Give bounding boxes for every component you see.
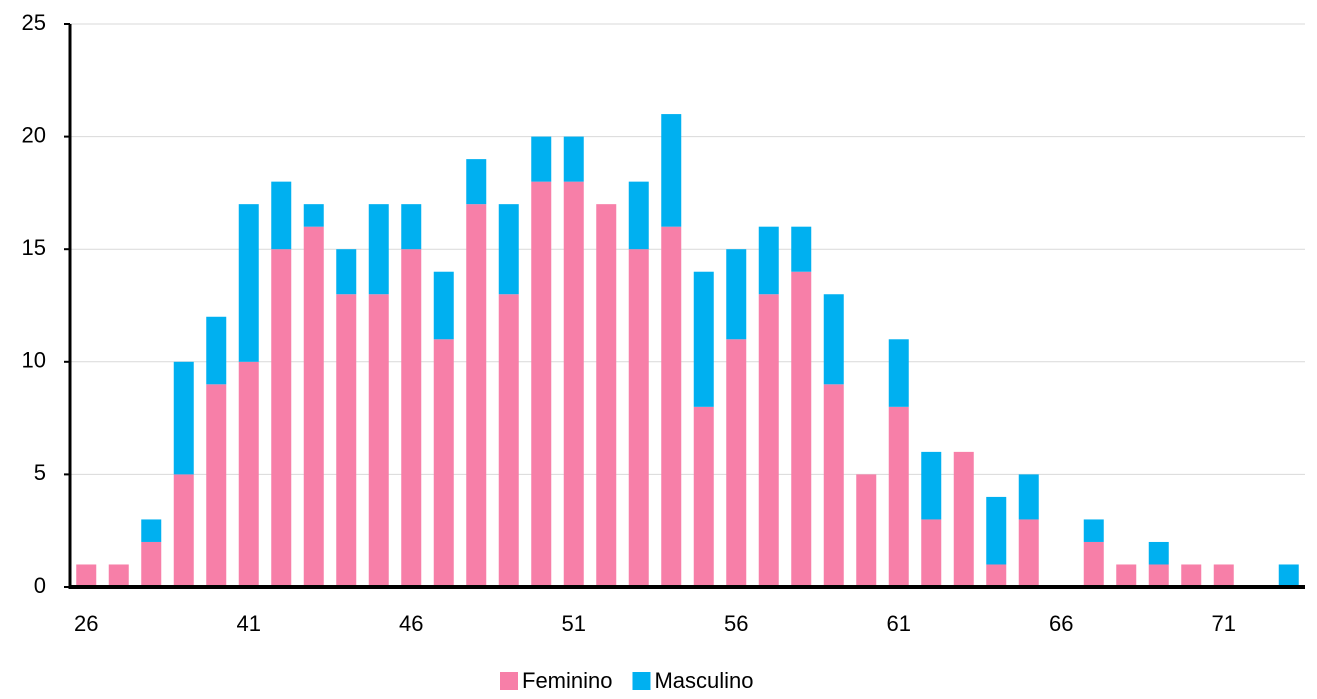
bar-segment [563,136,584,182]
bar-segment [531,136,552,182]
bar-segment [401,249,422,587]
bar-segment [758,226,779,295]
bar-segment [1018,474,1039,520]
bar-segment [1083,519,1104,542]
bar-segment [563,181,584,587]
bar-segment [531,181,552,587]
bar-segment [173,361,194,475]
x-tick-label: 51 [562,611,586,636]
bar-segment [921,451,942,520]
bar-segment [726,249,747,340]
y-tick-label: 20 [22,122,46,147]
bar-segment [1213,564,1234,587]
x-tick-label: 41 [237,611,261,636]
bar-segment [661,114,682,227]
x-tick-label: 66 [1049,611,1073,636]
bar-segment [303,204,324,227]
bar-segment [498,204,519,295]
y-tick-label: 0 [34,573,46,598]
bar-segment [206,384,227,587]
bar-segment [498,294,519,587]
x-tick-label: 26 [74,611,98,636]
bar-segment [1083,541,1104,587]
bar-segment [888,339,909,407]
y-tick-label: 25 [22,10,46,35]
bar-segment [238,204,259,362]
bar-segment [173,474,194,587]
x-tick-label: 46 [399,611,423,636]
bar-segment [141,519,162,542]
bar-segment [336,294,357,587]
bar-segment [628,181,649,250]
bar-segment [1148,541,1169,565]
bar-segment [466,204,487,587]
bar-segment [823,294,844,385]
bar-segment [693,271,714,407]
bar-segment [1148,564,1169,587]
bar-segment [401,204,422,250]
bar-segment [1116,564,1137,587]
bar-segment [271,249,292,587]
bar-segment [1181,564,1202,587]
bar-segment [596,204,617,587]
bar-segment [823,384,844,587]
y-tick-label: 15 [22,235,46,260]
x-tick-label: 71 [1212,611,1236,636]
x-tick-label: 56 [724,611,748,636]
bar-segment [986,496,1007,565]
bar-segment [693,406,714,587]
bar-segment [141,541,162,587]
bar-segment [1018,519,1039,587]
legend-label: Masculino [654,668,753,693]
bar-segment [433,339,454,587]
bar-segment [758,294,779,587]
bar-segment [108,564,129,587]
bar-segment [271,181,292,250]
bar-segment [206,316,227,385]
x-tick-label: 61 [887,611,911,636]
bar-segment [921,519,942,587]
legend-label: Feminino [522,668,612,693]
bar-segment [661,226,682,587]
legend-swatch [500,672,518,690]
bar-segment [726,339,747,587]
bar-segment [628,249,649,587]
bar-segment [238,361,259,587]
y-tick-label: 10 [22,348,46,373]
bar-segment [368,294,389,587]
bar-segment [336,249,357,295]
bar-segment [368,204,389,295]
bar-segment [791,271,812,587]
bar-segment [466,159,487,205]
bar-segment [856,474,877,587]
bar-segment [791,226,812,272]
bar-segment [76,564,97,587]
bar-segment [888,406,909,587]
bar-segment [1278,564,1299,587]
bar-segment [953,451,974,587]
y-tick-label: 5 [34,460,46,485]
legend-swatch [632,672,651,690]
bar-segment [433,271,454,340]
bar-segment [303,226,324,587]
bar-segment [986,564,1007,587]
